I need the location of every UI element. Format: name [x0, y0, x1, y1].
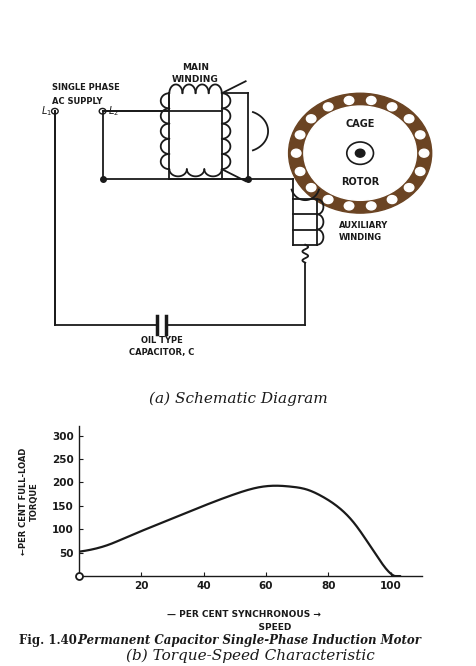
Text: CAGE: CAGE	[345, 119, 374, 129]
Text: (b) Torque-Speed Characteristic: (b) Torque-Speed Characteristic	[126, 648, 374, 663]
Circle shape	[418, 149, 428, 157]
Circle shape	[404, 115, 413, 123]
Text: $L_1$: $L_1$	[41, 105, 52, 118]
Circle shape	[346, 142, 373, 165]
Circle shape	[355, 149, 364, 157]
Circle shape	[303, 106, 416, 200]
Circle shape	[387, 196, 396, 204]
Circle shape	[288, 93, 431, 213]
Circle shape	[415, 131, 424, 139]
Circle shape	[387, 103, 396, 111]
Text: $L_2$: $L_2$	[108, 105, 119, 118]
Circle shape	[291, 149, 300, 157]
Text: — PER CENT SYNCHRONOUS →
                    SPEED: — PER CENT SYNCHRONOUS → SPEED	[166, 610, 320, 632]
Text: OIL TYPE: OIL TYPE	[140, 336, 182, 345]
Circle shape	[295, 131, 304, 139]
Circle shape	[404, 184, 413, 192]
Circle shape	[366, 97, 375, 105]
Circle shape	[366, 202, 375, 210]
Text: CAPACITOR, C: CAPACITOR, C	[129, 348, 194, 357]
Circle shape	[295, 167, 304, 175]
Text: ROTOR: ROTOR	[340, 177, 378, 187]
Text: SINGLE PHASE: SINGLE PHASE	[52, 83, 120, 92]
Text: Permanent Capacitor Single-Phase Induction Motor: Permanent Capacitor Single-Phase Inducti…	[74, 634, 420, 647]
Text: ←PER CENT FULL-LOAD
TORQUE: ←PER CENT FULL-LOAD TORQUE	[19, 448, 39, 555]
Text: MAIN: MAIN	[182, 63, 208, 72]
Circle shape	[323, 196, 332, 204]
Circle shape	[344, 202, 353, 210]
Circle shape	[415, 167, 424, 175]
Text: WINDING: WINDING	[172, 75, 218, 84]
Text: (a) Schematic Diagram: (a) Schematic Diagram	[149, 392, 327, 406]
Circle shape	[323, 103, 332, 111]
Text: Fig. 1.40.: Fig. 1.40.	[19, 634, 81, 647]
Circle shape	[306, 115, 315, 123]
Text: AUXILIARY: AUXILIARY	[338, 221, 387, 230]
Text: WINDING: WINDING	[338, 233, 381, 242]
Text: AC SUPPLY: AC SUPPLY	[52, 97, 103, 106]
Circle shape	[306, 184, 315, 192]
Circle shape	[344, 97, 353, 105]
